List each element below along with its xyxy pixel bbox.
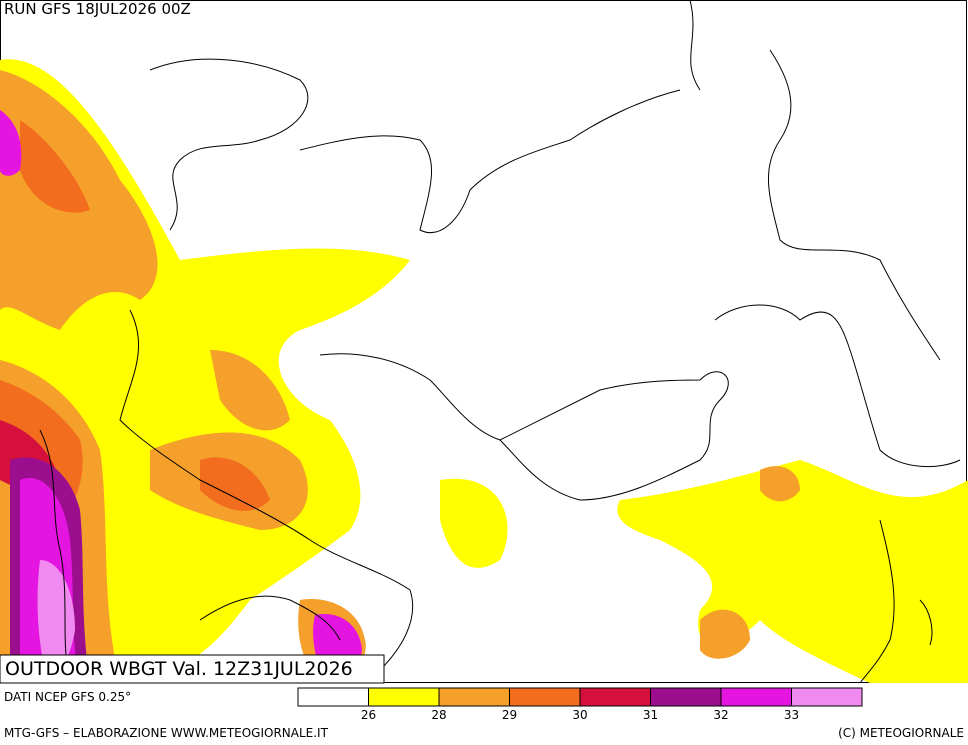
legend-tick-label: 28 [431,708,446,722]
legend-tick-label: 31 [643,708,658,722]
legend-swatch [368,687,440,707]
wbgt-area [0,110,22,176]
legend-swatch [297,687,369,707]
legend-swatch [579,687,651,707]
legend-swatch [509,687,581,707]
legend-swatch [650,687,722,707]
legend-tick-label: 26 [361,708,376,722]
legend-swatch [720,687,792,707]
legend-tick-label: 33 [784,708,799,722]
wbgt-area [760,466,800,502]
wbgt-field [0,59,968,684]
wbgt-area [700,609,750,659]
run-label: RUN GFS 18JUL2026 00Z [4,0,191,18]
map-title: OUTDOOR WBGT Val. 12Z31JUL2026 [5,658,353,680]
legend-swatch [438,687,510,707]
legend-swatch [791,687,863,707]
legend-tick-label: 32 [713,708,728,722]
legend: 26 28 29 30 31 32 33 [297,687,863,722]
wbgt-area [440,478,508,568]
wbgt-area [200,457,270,511]
coastlines [39,0,961,684]
wbgt-area [210,350,290,431]
legend-tick-label: 30 [572,708,587,722]
copyright: (C) METEOGIORNALE [838,726,964,740]
map [0,0,968,684]
credit: MTG-GFS – ELABORAZIONE WWW.METEOGIORNALE… [4,726,329,740]
title-box [0,654,385,684]
wbgt-area [20,120,90,213]
legend-tick-label: 29 [502,708,517,722]
source: DATI NCEP GFS 0.25° [4,690,131,704]
